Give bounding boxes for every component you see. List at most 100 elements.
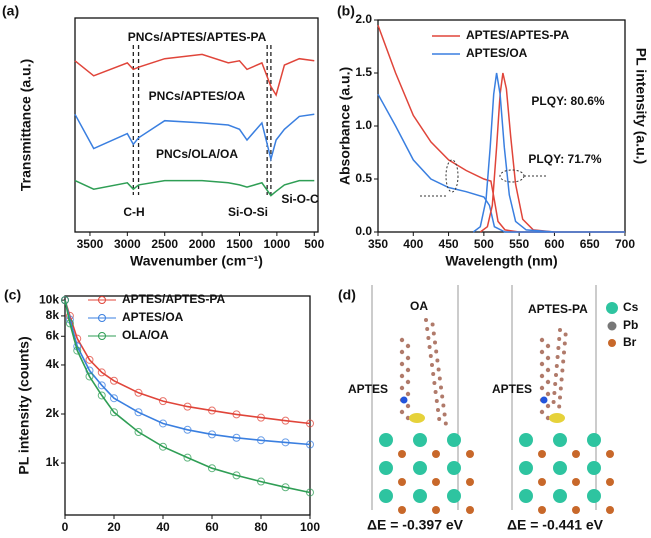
legend-atom — [608, 339, 616, 347]
atom — [562, 341, 567, 346]
atom — [545, 415, 551, 421]
atom — [587, 489, 601, 503]
atom — [441, 403, 446, 408]
data-point — [110, 376, 118, 385]
y-tick-label: 0.0 — [355, 224, 372, 238]
data-point — [257, 477, 265, 486]
legend-label: APTES/OA — [122, 310, 184, 324]
annotation: PLQY: 80.6% — [531, 94, 604, 108]
atom — [436, 408, 440, 412]
x-tick-label: 60 — [205, 520, 219, 534]
panel-label: (d) — [338, 287, 356, 303]
atom — [466, 478, 474, 486]
y-tick-label: 1k — [46, 455, 60, 469]
panel-d: (d) OA APTES APTES-PA APTES Cs Pb Br ΔE … — [338, 285, 639, 533]
atom — [431, 372, 436, 376]
data-point — [134, 388, 143, 397]
y-tick-label: 8k — [46, 308, 60, 322]
atom — [561, 359, 566, 364]
atom — [398, 450, 406, 458]
atom — [559, 377, 564, 382]
atom — [587, 461, 601, 475]
atom — [405, 379, 411, 385]
atom — [413, 433, 427, 447]
callout — [445, 159, 459, 193]
atom — [539, 349, 545, 355]
atom — [466, 450, 474, 458]
atom — [432, 506, 440, 514]
legend-atom — [607, 321, 617, 331]
legend-atom — [606, 302, 618, 314]
atom — [560, 368, 565, 373]
atom — [538, 478, 546, 486]
data-point — [134, 408, 143, 417]
fit-line — [64, 299, 311, 494]
x-tick-label: 40 — [156, 520, 170, 534]
data-point — [110, 408, 118, 417]
data-point — [134, 428, 143, 437]
atom — [432, 450, 440, 458]
annotation: PLQY: 71.7% — [528, 152, 601, 166]
atom — [400, 396, 408, 404]
atom — [606, 450, 614, 458]
x-tick-label: 20 — [107, 520, 121, 534]
x-tick-label: 3500 — [77, 237, 104, 251]
atom — [519, 433, 533, 447]
atom — [539, 337, 545, 343]
atom — [545, 403, 551, 409]
atom — [434, 399, 439, 403]
atom — [545, 367, 551, 373]
atom — [431, 331, 436, 336]
atom — [433, 390, 438, 394]
atom — [539, 385, 545, 391]
atom — [413, 489, 427, 503]
molecule-label: OA — [410, 299, 428, 313]
panel-label: (b) — [337, 3, 355, 19]
x-tick-label: 350 — [368, 237, 388, 251]
x-axis-label: Wavelength (nm) — [445, 253, 557, 269]
atom — [398, 478, 406, 486]
atom — [435, 358, 440, 363]
y-axis-label: Absorbance (a.u.) — [337, 67, 353, 185]
atom — [553, 433, 567, 447]
charge-density — [409, 413, 425, 423]
atom — [556, 346, 561, 350]
legend-swatch — [98, 332, 106, 340]
atom — [430, 322, 435, 327]
annotation: Si-O-C — [281, 192, 319, 206]
y-axis-label: PL intensity (counts) — [16, 336, 32, 474]
atom — [447, 461, 461, 475]
atom — [432, 381, 437, 385]
y-tick-label: 1.0 — [355, 118, 372, 132]
atom — [551, 400, 556, 404]
y-tick-label: 0.5 — [355, 171, 372, 185]
series-line — [377, 93, 625, 233]
data-point — [110, 394, 118, 403]
y-tick-label: 2.0 — [355, 12, 372, 26]
atom — [437, 376, 442, 381]
molecule-label: APTES — [348, 382, 388, 396]
atom — [552, 391, 557, 395]
atom — [555, 355, 560, 359]
fit-line — [64, 299, 311, 425]
legend-label: APTES/APTES-PA — [122, 292, 225, 306]
atom — [405, 343, 411, 349]
atom — [572, 450, 580, 458]
atom — [399, 337, 405, 343]
data-point — [97, 368, 106, 377]
atom — [554, 364, 559, 368]
atom — [553, 489, 567, 503]
x-tick-label: 80 — [254, 520, 268, 534]
x-tick-label: 3000 — [114, 237, 141, 251]
atom — [440, 394, 445, 399]
x-tick-label: 500 — [474, 237, 494, 251]
atom — [379, 489, 393, 503]
atom — [606, 478, 614, 486]
atom — [399, 385, 405, 391]
y-axis-label: Transmittance (a.u.) — [18, 59, 34, 191]
data-point — [232, 471, 241, 480]
series-line — [74, 113, 315, 163]
panel-label: (c) — [4, 287, 21, 303]
x-tick-label: 100 — [300, 520, 320, 534]
